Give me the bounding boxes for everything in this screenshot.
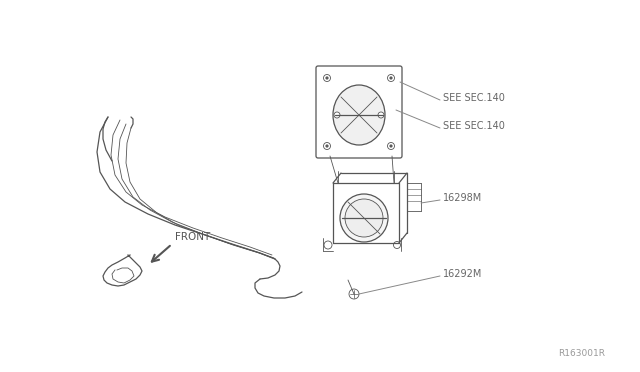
Circle shape (378, 112, 384, 118)
Text: 16298M: 16298M (443, 193, 483, 203)
Circle shape (324, 241, 332, 249)
Text: SEE SEC.140: SEE SEC.140 (443, 93, 505, 103)
Circle shape (340, 194, 388, 242)
Circle shape (326, 145, 328, 147)
Circle shape (323, 142, 330, 150)
Text: FRONT: FRONT (175, 232, 211, 242)
Circle shape (394, 241, 401, 248)
Circle shape (387, 142, 394, 150)
FancyBboxPatch shape (316, 66, 402, 158)
Text: 16292M: 16292M (443, 269, 483, 279)
Circle shape (349, 289, 359, 299)
Ellipse shape (333, 85, 385, 145)
Circle shape (390, 77, 392, 79)
Circle shape (390, 145, 392, 147)
Text: R163001R: R163001R (558, 349, 605, 358)
Circle shape (323, 74, 330, 81)
Circle shape (334, 112, 340, 118)
Circle shape (387, 74, 394, 81)
Circle shape (326, 77, 328, 79)
Circle shape (345, 199, 383, 237)
Text: SEE SEC.140: SEE SEC.140 (443, 121, 505, 131)
